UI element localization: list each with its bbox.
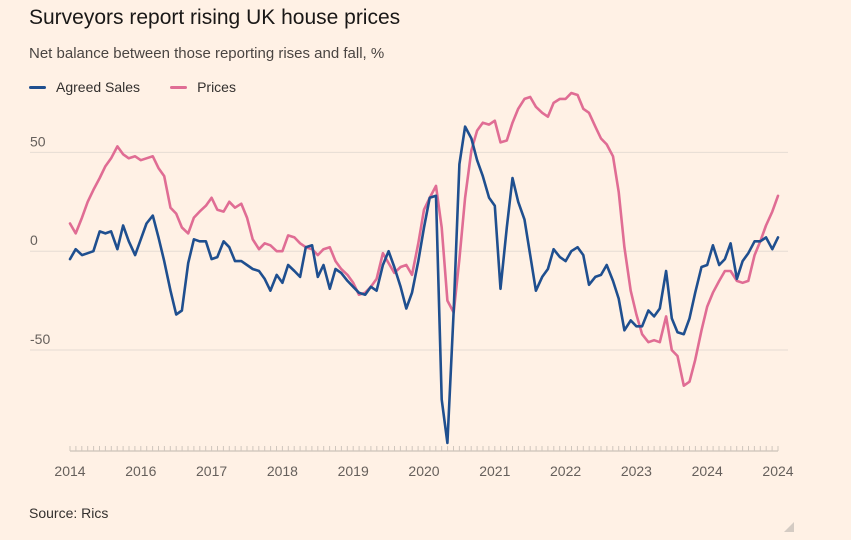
resize-corner-icon bbox=[784, 522, 794, 532]
source-note: Source: Rics bbox=[29, 505, 109, 521]
chart-title: Surveyors report rising UK house prices bbox=[29, 6, 401, 29]
x-tick-label: 2017 bbox=[196, 463, 227, 479]
y-tick-label: -50 bbox=[30, 331, 50, 347]
x-tick-label: 2024 bbox=[692, 463, 723, 479]
legend-swatch-agreed-sales bbox=[29, 85, 46, 89]
x-tick-label: 2018 bbox=[267, 463, 298, 479]
x-tick-label: 2016 bbox=[125, 463, 156, 479]
x-tick-label: 2014 bbox=[54, 463, 85, 479]
x-tick-label: 2020 bbox=[408, 463, 439, 479]
x-tick-label: 2022 bbox=[550, 463, 581, 479]
series-line-agreed-sales bbox=[68, 125, 780, 445]
legend: Agreed Sales Prices bbox=[29, 79, 266, 95]
chart-subtitle: Net balance between those reporting rise… bbox=[29, 45, 385, 62]
x-tick-label: 2021 bbox=[479, 463, 510, 479]
grid-layer bbox=[30, 151, 788, 351]
x-tick-label: 2019 bbox=[338, 463, 369, 479]
legend-item-prices: Prices bbox=[170, 79, 236, 95]
legend-swatch-prices bbox=[170, 85, 188, 89]
tick-labels: 50 0 -50 2014 2016 2017 2018 2019 2020 2021 2022 20… bbox=[30, 133, 794, 479]
legend-label-prices: Prices bbox=[197, 79, 236, 95]
series-line-prices bbox=[68, 91, 780, 387]
y-tick-label: 50 bbox=[30, 133, 46, 149]
y-tick-label: 0 bbox=[30, 232, 38, 248]
series-layer bbox=[68, 91, 780, 445]
line-chart: 50 0 -50 2014 2016 2017 2018 2019 2020 2021 2022 20… bbox=[30, 91, 794, 479]
x-tick-label: 2023 bbox=[621, 463, 652, 479]
x-axis bbox=[69, 446, 779, 452]
legend-label-agreed-sales: Agreed Sales bbox=[56, 79, 141, 95]
x-tick-label: 2024 bbox=[762, 463, 793, 479]
legend-item-agreed-sales: Agreed Sales bbox=[29, 79, 140, 95]
